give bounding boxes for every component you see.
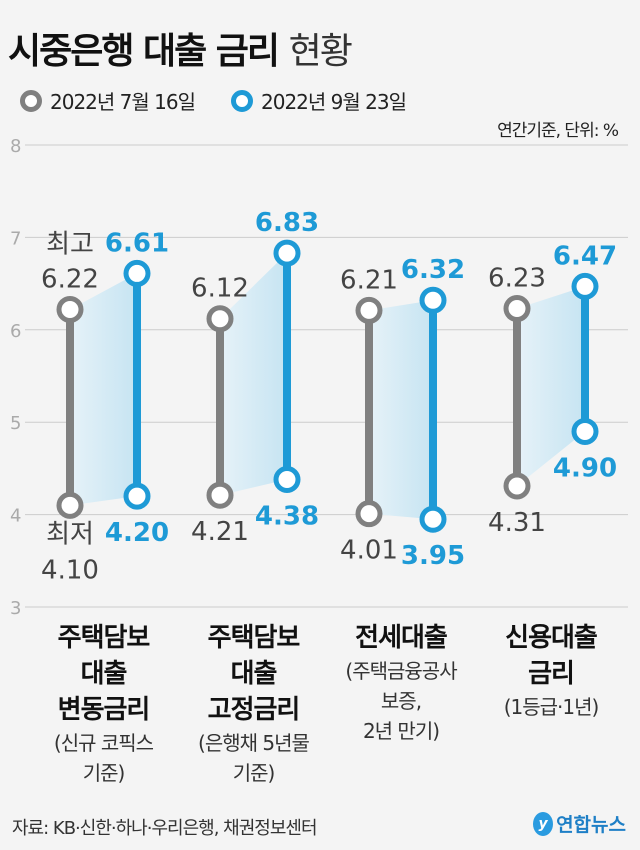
range-band bbox=[70, 273, 137, 506]
jul-low-label: 4.21 bbox=[191, 517, 249, 547]
jul-high-label: 6.23 bbox=[488, 264, 546, 294]
category-note: (은행채 5년물 기준) bbox=[198, 731, 310, 785]
high-annotation: 최고 bbox=[46, 229, 94, 259]
category-label: 신용대출 금리 (1등급·1년) bbox=[476, 620, 626, 722]
blue-circle-icon bbox=[231, 89, 253, 112]
range-band bbox=[220, 253, 287, 496]
data-point bbox=[273, 465, 301, 493]
category-note: (1등급·1년) bbox=[503, 695, 600, 719]
sep-high-label: 6.61 bbox=[105, 228, 169, 258]
category-name: 주택담보 대출 변동금리 bbox=[57, 623, 151, 725]
category-label: 주택담보 대출 고정금리 (은행채 5년물 기준) bbox=[179, 620, 329, 788]
range-band bbox=[369, 300, 433, 520]
gray-circle-icon bbox=[20, 89, 42, 112]
data-point bbox=[56, 295, 84, 323]
data-point bbox=[503, 295, 531, 323]
category-note: (신규 코픽스 기준) bbox=[53, 731, 154, 785]
data-point bbox=[206, 481, 234, 509]
legend-label: 2022년 7월 16일 bbox=[50, 90, 196, 114]
legend-item-sep: 2022년 9월 23일 bbox=[231, 86, 407, 115]
data-point bbox=[571, 417, 599, 445]
data-point bbox=[273, 239, 301, 267]
y-tick-label: 6 bbox=[10, 321, 21, 342]
category-name: 주택담보 대출 고정금리 bbox=[207, 623, 301, 725]
source-note: 자료: KB·신한·하나·우리은행, 채권정보센터 bbox=[12, 818, 318, 839]
data-point bbox=[571, 272, 599, 300]
sep-high-label: 6.47 bbox=[553, 241, 617, 271]
data-point bbox=[355, 296, 383, 324]
legend-item-jul: 2022년 7월 16일 bbox=[20, 86, 196, 115]
data-point bbox=[503, 472, 531, 500]
low-annotation: 최저 bbox=[46, 519, 94, 549]
unit-label: 연간기준, 단위: % bbox=[497, 121, 619, 141]
sep-low-label: 4.90 bbox=[553, 453, 617, 483]
data-point bbox=[419, 505, 447, 533]
sep-high-label: 6.83 bbox=[255, 208, 319, 238]
jul-low-label: 4.10 bbox=[41, 555, 99, 585]
logo-text: 연합뉴스 bbox=[556, 814, 626, 836]
data-point bbox=[123, 259, 151, 287]
y-tick-label: 5 bbox=[10, 413, 21, 434]
sep-low-label: 4.38 bbox=[255, 501, 319, 531]
y-tick-label: 3 bbox=[10, 598, 21, 619]
sep-low-label: 3.95 bbox=[401, 541, 465, 571]
category-label: 주택담보 대출 변동금리 (신규 코픽스 기준) bbox=[29, 620, 179, 788]
sep-low-label: 4.20 bbox=[105, 518, 169, 548]
data-point bbox=[206, 305, 234, 333]
logo: y 연합뉴스 bbox=[533, 810, 626, 837]
sep-high-label: 6.32 bbox=[401, 255, 465, 285]
jul-high-label: 6.12 bbox=[191, 274, 249, 304]
y-tick-label: 7 bbox=[10, 228, 21, 249]
data-point bbox=[123, 482, 151, 510]
chart-title: 시중은행 대출 금리 현황 bbox=[8, 22, 353, 74]
logo-mark-icon: y bbox=[533, 811, 554, 836]
category-label: 전세대출 (주택금융공사 보증, 2년 만기) bbox=[326, 620, 476, 746]
category-name: 전세대출 bbox=[355, 623, 448, 653]
title-bold: 시중은행 대출 금리 bbox=[8, 31, 280, 72]
legend: 2022년 7월 16일 2022년 9월 23일 bbox=[20, 86, 407, 115]
title-light: 현황 bbox=[288, 31, 353, 72]
jul-high-label: 6.22 bbox=[41, 264, 99, 294]
range-band bbox=[517, 286, 585, 486]
jul-high-label: 6.21 bbox=[340, 265, 398, 295]
y-tick-label: 8 bbox=[10, 136, 21, 157]
data-point bbox=[419, 286, 447, 314]
y-tick-label: 4 bbox=[10, 506, 21, 527]
jul-low-label: 4.31 bbox=[488, 508, 546, 538]
data-point bbox=[56, 491, 84, 519]
jul-low-label: 4.01 bbox=[340, 536, 398, 566]
data-point bbox=[355, 500, 383, 528]
category-name: 신용대출 금리 bbox=[505, 623, 598, 689]
legend-label: 2022년 9월 23일 bbox=[261, 90, 407, 114]
category-note: (주택금융공사 보증, 2년 만기) bbox=[345, 659, 457, 743]
